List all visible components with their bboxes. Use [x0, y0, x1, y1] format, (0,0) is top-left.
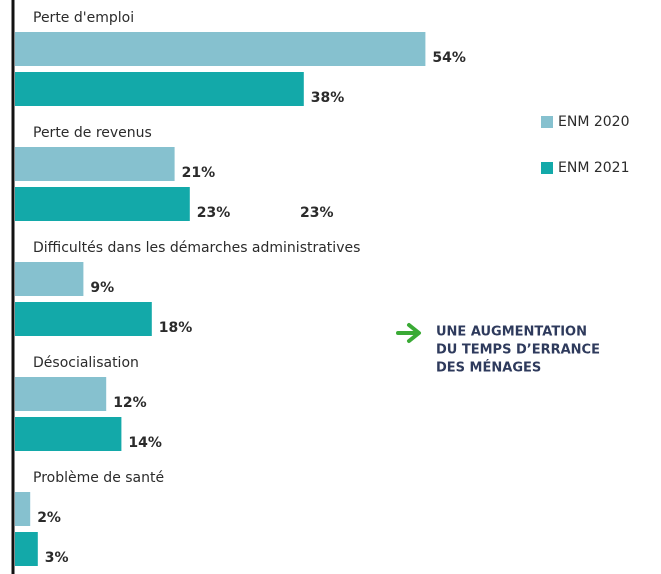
- extra-label: 23%: [300, 205, 334, 221]
- value-label: 9%: [90, 280, 114, 296]
- bar: [15, 32, 426, 66]
- arrow-head: [407, 323, 421, 343]
- annotation-line: UNE AUGMENTATION: [436, 325, 587, 340]
- legend-label: ENM 2020: [558, 114, 629, 130]
- legend-label: ENM 2021: [558, 160, 629, 176]
- value-label: 21%: [182, 165, 216, 181]
- value-label: 54%: [432, 50, 466, 66]
- legend-swatch: [541, 116, 553, 128]
- value-label: 14%: [128, 435, 162, 451]
- bar: [15, 72, 304, 106]
- value-label: 38%: [311, 90, 345, 106]
- bar: [15, 262, 84, 296]
- category-label: Perte d'emploi: [33, 10, 134, 26]
- legend-swatch: [541, 162, 553, 174]
- bar: [15, 532, 38, 566]
- bar: [15, 187, 190, 221]
- bar: [15, 147, 175, 181]
- category-label: Problème de santé: [33, 470, 164, 486]
- bar: [15, 417, 122, 451]
- category-label: Perte de revenus: [33, 125, 152, 141]
- value-label: 23%: [197, 205, 231, 221]
- value-label: 12%: [113, 395, 147, 411]
- annotation-line: DU TEMPS D’ERRANCE: [436, 343, 600, 358]
- bar: [15, 492, 31, 526]
- bar: [15, 302, 152, 336]
- value-label: 3%: [45, 550, 69, 566]
- annotation-line: DES MÉNAGES: [436, 360, 541, 376]
- value-label: 2%: [37, 510, 61, 526]
- bar: [15, 377, 107, 411]
- value-label: 18%: [159, 320, 193, 336]
- category-label: Difficultés dans les démarches administr…: [33, 240, 360, 256]
- category-label: Désocialisation: [33, 355, 139, 371]
